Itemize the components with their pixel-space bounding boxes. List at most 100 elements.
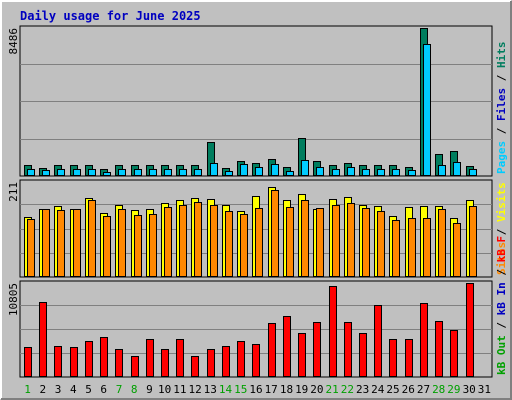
bar-sites [286, 207, 294, 277]
bar-kbytes [283, 316, 291, 377]
x-tick-label: 7 [116, 383, 123, 396]
bar-kbytes [100, 337, 108, 377]
bar-sites [164, 207, 172, 277]
bar-sites [118, 209, 126, 277]
x-axis-labels: 1 2 3 4 5 6 7 8 9 10 11 12 13 14 15 16 17 18 19 20 21 22 23 24 2… [24, 383, 491, 396]
bar-kbytes [268, 323, 276, 377]
bar-sites [73, 209, 81, 277]
x-tick-label: 14 [219, 383, 233, 396]
bar-sites [240, 214, 248, 277]
legend-separator: / [495, 262, 508, 282]
legend-entry: Files [495, 88, 508, 121]
bar-files [362, 169, 370, 176]
legend-entry: Visits [495, 182, 508, 222]
bar-files [392, 169, 400, 176]
bar-kbytes [298, 333, 306, 377]
bar-kbytes [24, 347, 32, 377]
bar-files [149, 169, 157, 176]
bar-sites [423, 218, 431, 277]
bar-files [408, 170, 416, 176]
x-tick-label: 1 [24, 383, 31, 396]
legend-separator: / [495, 315, 508, 335]
x-tick-label: 25 [386, 383, 399, 396]
x-tick-label: 24 [371, 383, 385, 396]
bar-sites [103, 216, 111, 277]
bar-kbytes [176, 339, 184, 377]
bar-files [103, 172, 111, 176]
panel-middle: 211 Sites / Visits [7, 179, 508, 278]
x-tick-label: 16 [249, 383, 262, 396]
bar-files [438, 165, 446, 176]
x-tick-label: 23 [356, 383, 369, 396]
legend-entry: Pages [495, 141, 508, 174]
bar-sites [332, 205, 340, 277]
bar-files [316, 167, 324, 176]
bar-sites [88, 200, 96, 277]
x-tick-label: 12 [188, 383, 201, 396]
bar-files [332, 169, 340, 176]
bar-files [271, 164, 279, 176]
y-max-label: 10805 [7, 283, 20, 316]
legend-separator: / [495, 222, 508, 242]
bar-sites [316, 208, 324, 277]
bar-kbytes [85, 341, 93, 377]
bar-files [423, 44, 431, 176]
x-tick-label: 10 [158, 383, 171, 396]
bar-kbytes [39, 302, 47, 377]
x-tick-label: 31 [478, 383, 491, 396]
bar-sites [255, 208, 263, 277]
x-tick-label: 3 [55, 383, 62, 396]
x-tick-label: 21 [325, 383, 338, 396]
bar-kbytes [70, 347, 78, 377]
bar-sites [149, 214, 157, 277]
x-tick-label: 27 [417, 383, 430, 396]
bar-files [118, 169, 126, 176]
bar-kbytes [115, 349, 123, 377]
bar-files [286, 171, 294, 176]
bar-kbytes [435, 321, 443, 377]
x-tick-label: 2 [39, 383, 46, 396]
legend-entry: kB Out [495, 335, 508, 375]
x-tick-label: 17 [265, 383, 278, 396]
bar-files [73, 169, 81, 176]
bar-kbytes [359, 333, 367, 377]
bar-kbytes [237, 341, 245, 377]
bar-files [27, 169, 35, 176]
bar-sites [194, 202, 202, 277]
x-tick-label: 20 [310, 383, 323, 396]
bar-files [255, 167, 263, 176]
chart-panels: 8486 Pages / Files / Hits 211 Sites / Visit… [7, 25, 508, 378]
x-tick-label: 18 [280, 383, 293, 396]
bar-sites [392, 220, 400, 277]
bar-files [469, 169, 477, 176]
bar-files [179, 169, 187, 176]
bar-files [134, 169, 142, 176]
bar-sites [271, 190, 279, 277]
x-tick-label: 26 [402, 383, 415, 396]
bar-kbytes [252, 344, 260, 377]
x-tick-label: 8 [131, 383, 138, 396]
legend-bottom: kB Out / kB In / kB F [495, 236, 508, 375]
bar-sites [347, 203, 355, 277]
y-max-label: 211 [7, 182, 20, 202]
bar-kbytes [374, 305, 382, 377]
bar-files [164, 169, 172, 176]
chart-title: Daily usage for June 2025 [20, 9, 201, 23]
x-tick-label: 6 [100, 383, 107, 396]
x-tick-label: 4 [70, 383, 77, 396]
bar-kbytes [146, 339, 154, 377]
legend-top: Pages / Files / Hits [495, 42, 508, 175]
x-tick-label: 5 [85, 383, 92, 396]
bar-sites [179, 205, 187, 277]
bar-files [240, 164, 248, 176]
bar-kbytes [222, 346, 230, 377]
legend-entry: kB F [495, 236, 508, 263]
legend-separator: / [495, 121, 508, 141]
bar-sites [377, 211, 385, 277]
x-tick-label: 19 [295, 383, 308, 396]
bar-sites [225, 211, 233, 277]
bar-kbytes [207, 349, 215, 377]
bar-sites [57, 210, 65, 277]
y-max-label: 8486 [7, 28, 20, 55]
